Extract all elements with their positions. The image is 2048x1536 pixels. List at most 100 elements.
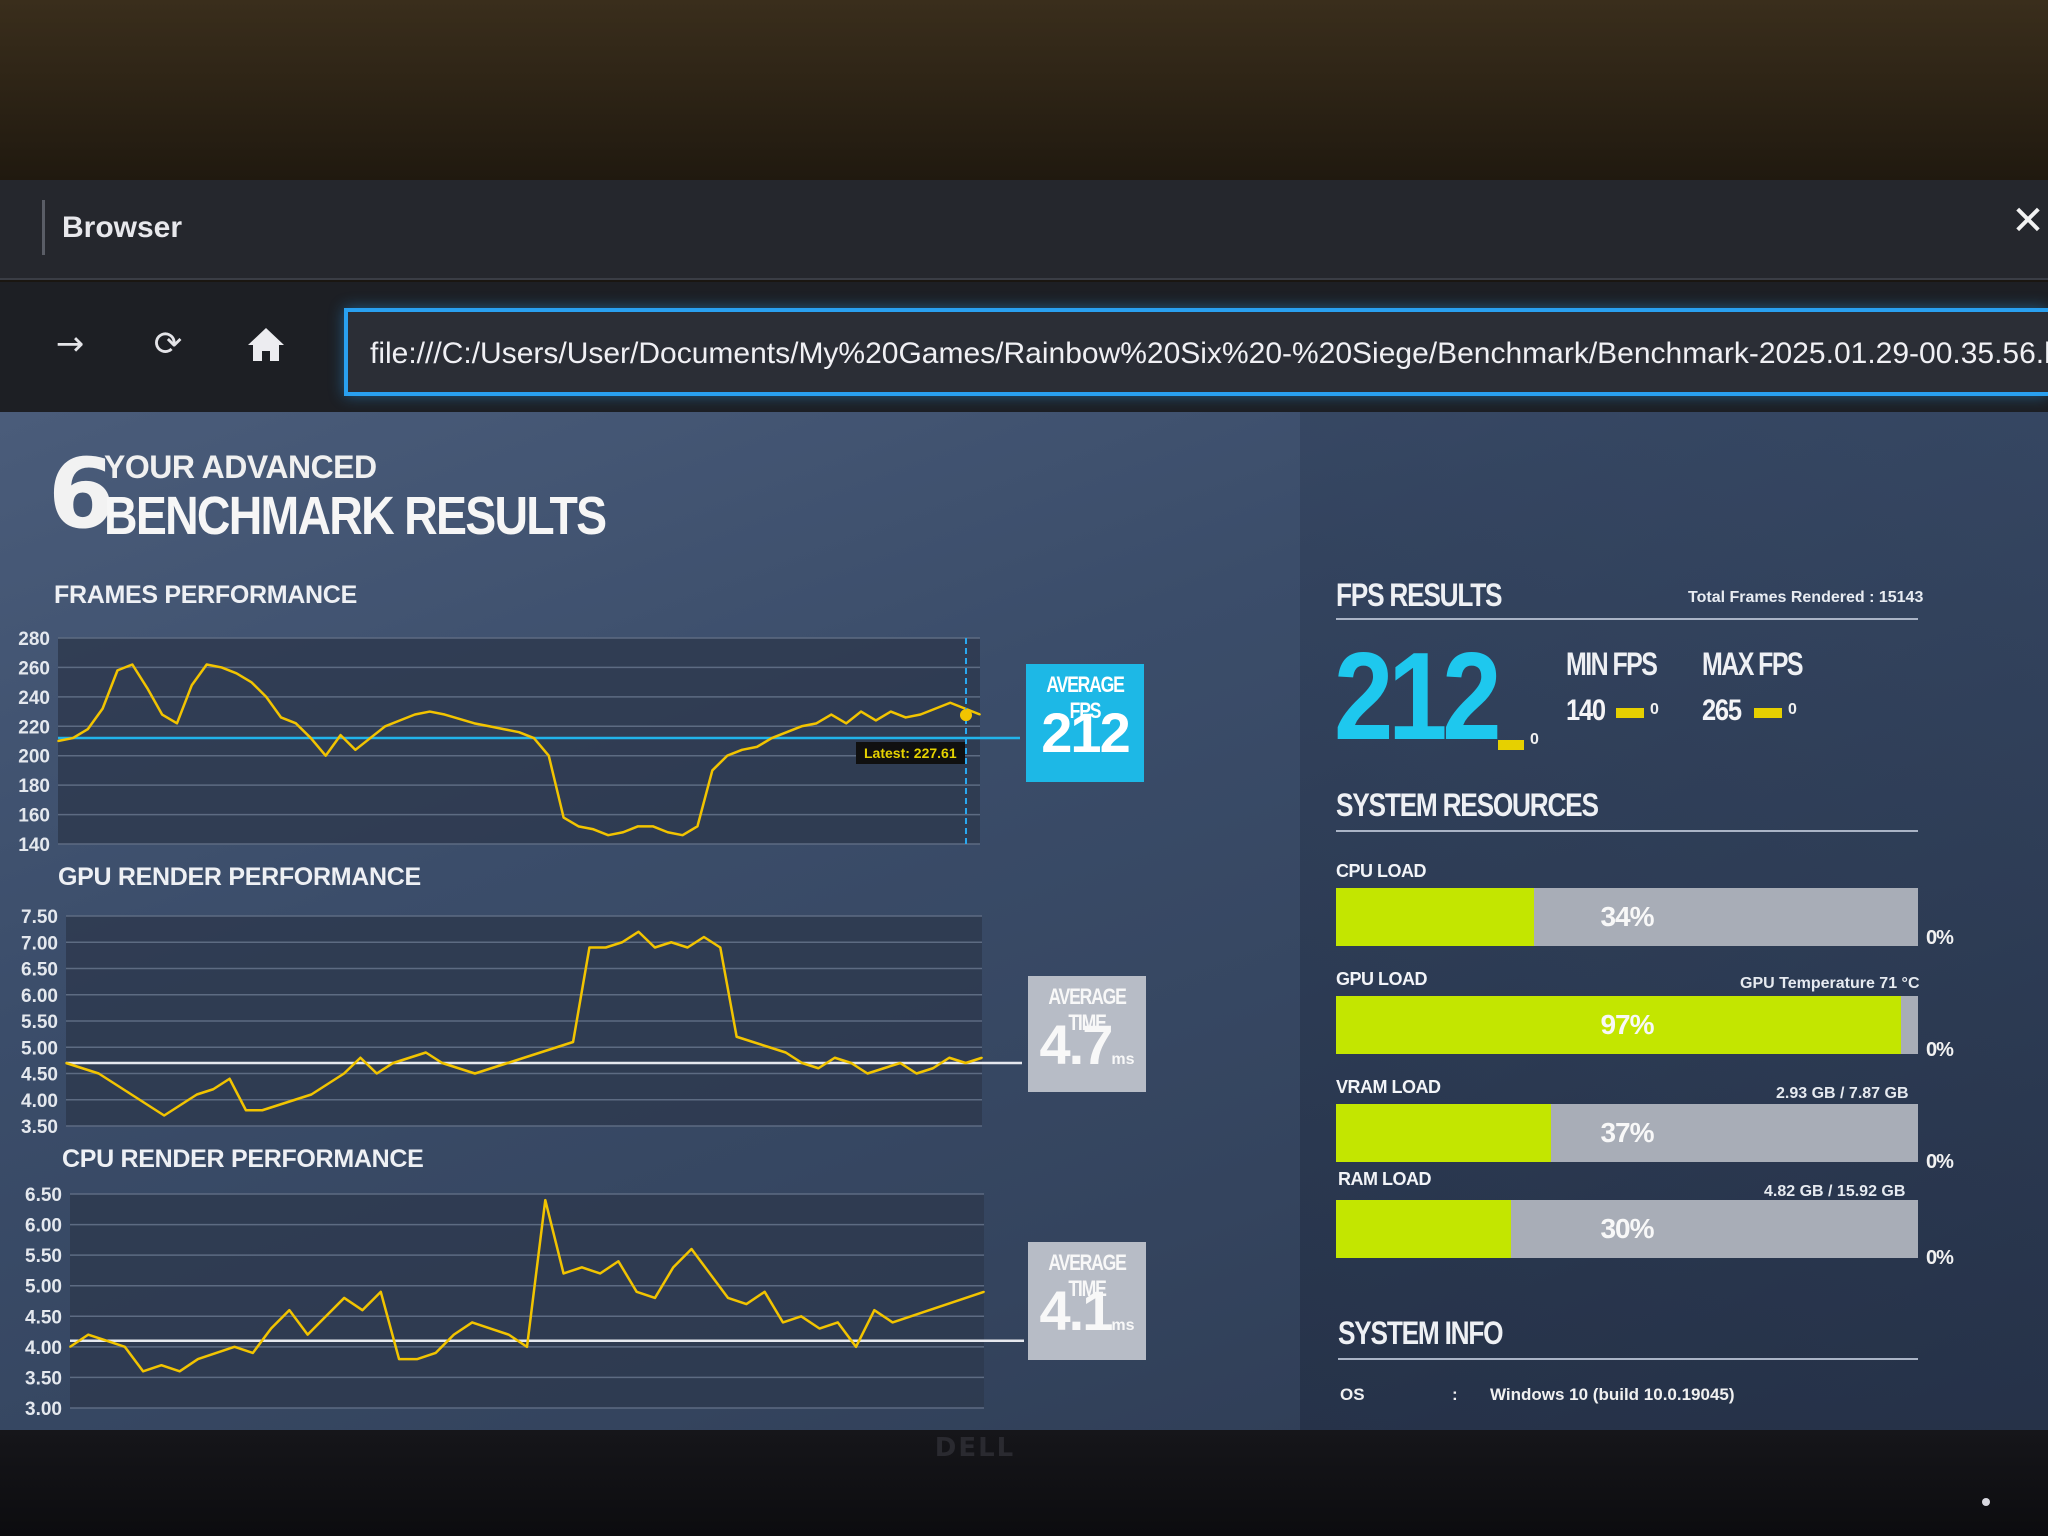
gpu-data-point (245, 1109, 247, 1112)
ram-load-percent: 30% (1600, 1213, 1654, 1244)
gpu-data-point (97, 1072, 100, 1075)
gpu-ytick: 6.50 (21, 960, 58, 981)
reload-icon[interactable]: ⟳ (153, 324, 183, 364)
gpu-data-point (801, 1062, 803, 1064)
gpu-data-point (964, 1062, 967, 1064)
gpu-load-zero: 0% (1926, 1039, 1954, 1061)
gpu-data-point (474, 1072, 476, 1075)
cpu-data-point (325, 1315, 327, 1318)
ram-load-fill (1336, 1200, 1511, 1258)
cpu-data-point (672, 1266, 675, 1269)
average-fps-box: AVERAGE FPS 212 (1026, 664, 1144, 782)
gpu-data-point (572, 1041, 574, 1043)
home-icon[interactable] (240, 318, 292, 370)
frames-title: FRAMES PERFORMANCE (54, 581, 357, 609)
cpu-data-point (562, 1272, 565, 1275)
gpu-data-point (506, 1062, 509, 1064)
frames-data-point (146, 687, 149, 689)
frames-data-point (547, 754, 550, 757)
cpu-data-point (471, 1321, 474, 1324)
gpu-data-point (294, 1098, 296, 1101)
frames-data-point (57, 740, 59, 742)
gpu-data-point (735, 1035, 738, 1038)
frames-data-point (875, 719, 877, 722)
gpu-data-point (163, 1114, 166, 1117)
gpu-data-point (212, 1088, 215, 1091)
gpu-data-point (179, 1104, 182, 1106)
frames-data-point (562, 816, 565, 819)
gpu-data-point (228, 1077, 231, 1080)
gpu-load-bar: 97% (1336, 996, 1918, 1054)
cpu-svg: 6.50 6.00 5.50 5.00 4.50 4.00 3.50 3.00 (25, 1185, 1024, 1420)
frames-data-point (904, 716, 907, 719)
close-button[interactable]: ✕ (2011, 199, 2045, 243)
background-wall (0, 0, 2048, 180)
cpu-data-point (599, 1272, 602, 1275)
frames-ytick: 240 (18, 688, 50, 709)
os-key: OS (1340, 1385, 1365, 1404)
gpu-data-point (523, 1056, 525, 1059)
cpu-data-point (544, 1199, 547, 1202)
cpu-data-point (526, 1345, 528, 1348)
cpu-data-point (946, 1303, 949, 1305)
header-line1: YOUR ADVANCED (104, 449, 377, 485)
frames-data-point (622, 831, 624, 834)
average-cpu-time-value: 4.1ms (1028, 1278, 1146, 1359)
frames-data-point (607, 834, 610, 837)
frames-data-point (339, 734, 342, 737)
frames-data-point (518, 731, 520, 734)
cpu-data-point (928, 1309, 931, 1312)
cpu-data-point (727, 1297, 729, 1299)
gpu-data-point (752, 1041, 754, 1043)
gpu-data-point (850, 1062, 853, 1064)
gpu-data-point (653, 946, 656, 949)
frames-data-point (741, 748, 743, 751)
gpu-data-point (195, 1093, 198, 1096)
gpu-data-point (326, 1083, 329, 1085)
cpu-data-point (855, 1345, 857, 1348)
frames-data-point (443, 713, 446, 716)
cpu-ytick: 4.50 (25, 1307, 62, 1328)
min-fps-label: MIN FPS (1566, 646, 1658, 682)
gpu-data-point (490, 1067, 493, 1070)
cpu-data-point (507, 1333, 510, 1336)
frames-data-point (830, 713, 833, 716)
address-url[interactable]: file:///C:/Users/User/Documents/My%20Gam… (370, 337, 2048, 370)
gpu-data-point (670, 941, 673, 944)
average-cpu-time-label: AVERAGE TIME (1048, 1250, 1127, 1301)
gpu-data-point (261, 1109, 264, 1112)
frames-data-point (949, 701, 952, 704)
cpu-data-point (343, 1297, 346, 1299)
min-fps-zero: 0 (1650, 701, 1659, 718)
gpu-data-point (882, 1067, 885, 1070)
cpu-data-point (160, 1364, 163, 1367)
gpu-load-fill (1336, 996, 1901, 1054)
frames-data-point (131, 663, 134, 666)
cpu-ytick: 4.00 (25, 1338, 62, 1359)
cpu-ytick: 3.50 (25, 1368, 62, 1389)
frames-data-point (726, 754, 729, 757)
gpu-ytick: 6.00 (21, 986, 58, 1007)
total-frames: Total Frames Rendered : 15143 (1688, 589, 1924, 606)
address-bar[interactable]: file:///C:/Users/User/Documents/My%20Gam… (344, 308, 2048, 396)
gpu-time-unit: ms (1111, 1051, 1135, 1068)
min-fps-value: 140 (1566, 694, 1606, 727)
cpu-time-number: 4.1 (1039, 1279, 1114, 1342)
frames-data-point (309, 737, 312, 739)
frames-data-point (979, 713, 981, 716)
frames-data-point (324, 754, 327, 757)
cpu-data-point (489, 1327, 492, 1330)
monitor-bezel (0, 1430, 2048, 1536)
gpu-data-point (899, 1062, 902, 1064)
frames-data-point (250, 681, 253, 684)
frames-data-point (265, 695, 268, 698)
arrow-right-icon[interactable]: → (55, 324, 85, 364)
frames-data-point (577, 825, 580, 828)
cpu-data-point (87, 1333, 90, 1336)
cpu-data-point (178, 1370, 181, 1373)
cpu-data-point (306, 1333, 309, 1336)
average-gpu-time-box: AVERAGE TIME 4.7ms (1028, 976, 1146, 1092)
gpu-data-point (981, 1056, 983, 1059)
fps-results-rule (1336, 618, 1918, 620)
gpu-temperature: GPU Temperature 71 °C (1740, 975, 1920, 992)
